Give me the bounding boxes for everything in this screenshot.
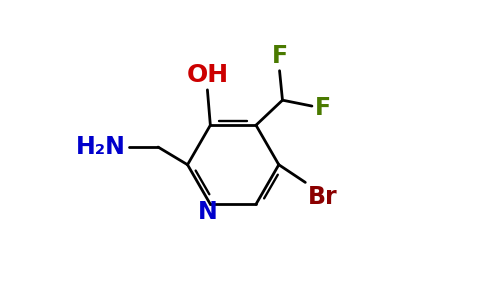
- Text: OH: OH: [186, 63, 228, 87]
- Text: N: N: [197, 200, 217, 224]
- Text: H₂N: H₂N: [76, 135, 126, 159]
- Text: F: F: [315, 95, 331, 119]
- Text: Br: Br: [308, 185, 338, 209]
- Text: F: F: [272, 44, 287, 68]
